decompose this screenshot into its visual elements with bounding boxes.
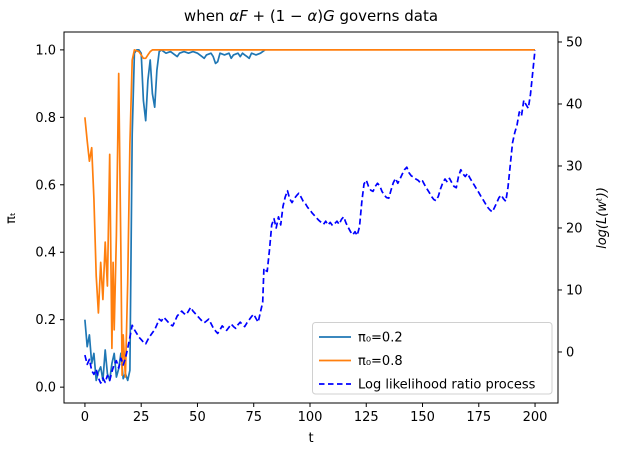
series-line-2 — [84, 49, 536, 384]
legend-label-pi02: π₀=0.2 — [358, 331, 403, 346]
series-line-1 — [84, 49, 535, 378]
y-right-tick-label: 30 — [566, 159, 583, 174]
x-tick-label: 200 — [523, 410, 548, 425]
y-left-tick-label: 1.0 — [35, 43, 56, 58]
x-axis-ticks: 0 25 50 75 100 125 150 175 200 — [81, 403, 548, 425]
y-left-tick-label: 0.4 — [35, 246, 56, 261]
legend-label-loglik: Log likelihood ratio process — [358, 378, 536, 393]
y-left-axis-label: πₜ — [4, 212, 19, 224]
y-right-tick-label: 50 — [566, 35, 583, 50]
x-tick-label: 150 — [410, 410, 435, 425]
y-right-tick-label: 40 — [566, 97, 583, 112]
x-tick-label: 125 — [354, 410, 379, 425]
x-tick-label: 50 — [189, 410, 206, 425]
y-left-tick-label: 0.2 — [35, 313, 56, 328]
y-right-tick-label: 20 — [566, 221, 583, 236]
x-tick-label: 0 — [81, 410, 89, 425]
chart-title: when αF + (1 − α)G governs data — [184, 7, 438, 25]
legend-label-pi08: π₀=0.8 — [358, 354, 403, 369]
x-tick-label: 75 — [245, 410, 262, 425]
plot-area-border — [63, 31, 559, 404]
x-tick-label: 25 — [133, 410, 150, 425]
legend-box — [312, 322, 553, 395]
y-left-tick-label: 0.6 — [35, 178, 56, 193]
legend: π₀=0.2 π₀=0.8 Log likelihood ratio proce… — [312, 322, 553, 395]
y-right-tick-label: 0 — [566, 345, 574, 360]
series-lines — [84, 49, 536, 384]
x-axis-label: t — [308, 431, 313, 446]
y-right-axis-label: log(L(wᵗ)) — [595, 187, 610, 249]
y-right-axis-ticks: 0 10 20 30 40 50 — [558, 35, 583, 360]
y-left-tick-label: 0.0 — [35, 381, 56, 396]
y-right-tick-label: 10 — [566, 283, 583, 298]
y-left-axis-ticks: 0.0 0.2 0.4 0.6 0.8 1.0 — [35, 43, 64, 396]
x-tick-label: 100 — [298, 410, 323, 425]
y-left-tick-label: 0.8 — [35, 111, 56, 126]
x-tick-label: 175 — [466, 410, 491, 425]
